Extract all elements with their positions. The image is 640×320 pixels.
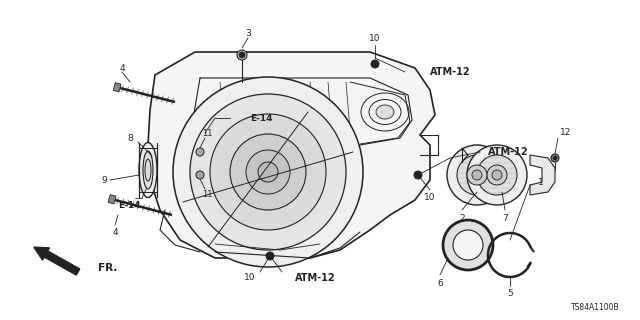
Circle shape <box>467 145 527 205</box>
Text: ATM-12: ATM-12 <box>488 147 529 157</box>
Text: 4: 4 <box>112 228 118 236</box>
Text: 11: 11 <box>202 129 212 138</box>
Ellipse shape <box>376 105 394 119</box>
Circle shape <box>230 134 306 210</box>
Text: 10: 10 <box>243 274 255 283</box>
Circle shape <box>173 77 363 267</box>
Ellipse shape <box>139 142 157 197</box>
Polygon shape <box>148 52 435 258</box>
Text: 5: 5 <box>507 289 513 298</box>
Circle shape <box>371 60 379 68</box>
Circle shape <box>553 156 557 160</box>
Text: 1: 1 <box>538 178 544 187</box>
Text: ATM-12: ATM-12 <box>295 273 335 283</box>
Circle shape <box>467 165 487 185</box>
Text: 8: 8 <box>127 133 133 142</box>
Circle shape <box>196 148 204 156</box>
Circle shape <box>210 114 326 230</box>
Circle shape <box>477 155 517 195</box>
Circle shape <box>487 165 507 185</box>
Text: 2: 2 <box>459 213 465 222</box>
Circle shape <box>447 145 507 205</box>
Circle shape <box>266 252 274 260</box>
Text: E-14: E-14 <box>118 201 141 210</box>
Ellipse shape <box>143 151 153 189</box>
Circle shape <box>472 170 482 180</box>
Ellipse shape <box>230 109 246 121</box>
Text: E-14: E-14 <box>250 114 273 123</box>
Text: 4: 4 <box>119 63 125 73</box>
Text: 10: 10 <box>369 34 381 43</box>
Circle shape <box>258 162 278 182</box>
Text: 6: 6 <box>437 278 443 287</box>
Text: 9: 9 <box>101 175 107 185</box>
Circle shape <box>237 50 247 60</box>
Circle shape <box>457 155 497 195</box>
Circle shape <box>246 150 290 194</box>
Text: 10: 10 <box>424 193 436 202</box>
Circle shape <box>453 230 483 260</box>
Polygon shape <box>530 155 555 195</box>
Polygon shape <box>108 195 116 204</box>
Circle shape <box>196 171 204 179</box>
Text: 3: 3 <box>245 28 251 37</box>
Circle shape <box>239 52 245 58</box>
Polygon shape <box>113 83 121 92</box>
Text: FR.: FR. <box>98 263 117 273</box>
Circle shape <box>414 171 422 179</box>
Text: ATM-12: ATM-12 <box>430 67 470 77</box>
Text: TS84A1100B: TS84A1100B <box>572 303 620 313</box>
Text: 11: 11 <box>202 189 212 198</box>
Circle shape <box>443 220 493 270</box>
Circle shape <box>492 170 502 180</box>
Text: 7: 7 <box>502 213 508 222</box>
Text: 12: 12 <box>560 127 572 137</box>
Circle shape <box>551 154 559 162</box>
FancyArrow shape <box>34 247 80 275</box>
Circle shape <box>190 94 346 250</box>
